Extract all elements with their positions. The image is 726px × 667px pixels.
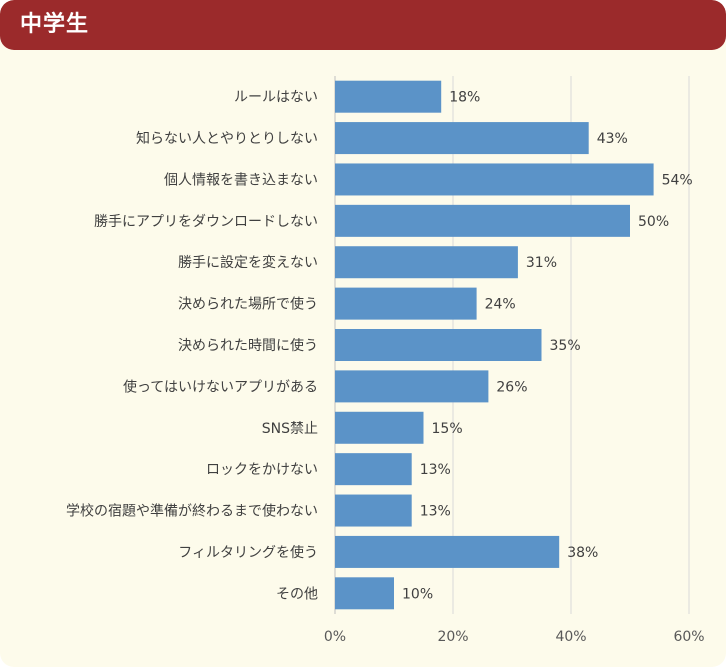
- value-label: 38%: [567, 545, 598, 561]
- value-label: 35%: [550, 338, 581, 354]
- x-tick-label: 20%: [437, 629, 468, 645]
- header-bar: 中学生: [0, 0, 726, 50]
- value-label: 54%: [662, 172, 693, 188]
- header-title: 中学生: [20, 12, 90, 37]
- bar: [335, 370, 489, 403]
- value-label: 26%: [496, 379, 527, 395]
- category-label: 個人情報を書き込まない: [164, 172, 318, 188]
- value-label: 31%: [526, 255, 557, 271]
- value-label: 13%: [420, 504, 451, 520]
- category-label: SNS禁止: [262, 421, 318, 437]
- bar: [335, 287, 477, 320]
- bar: [335, 122, 589, 155]
- bar: [335, 453, 412, 486]
- bar: [335, 329, 542, 361]
- value-label: 13%: [420, 462, 451, 478]
- labels: 0% 20% 40% 60% ルールはない 18% 知らない人とやりとりしない 43% 個人情報…: [66, 90, 705, 645]
- x-tick-label: 60%: [673, 629, 704, 645]
- category-label: ロックをかけない: [206, 462, 318, 478]
- category-label: 学校の宿題や準備が終わるまで使わない: [66, 503, 318, 520]
- value-label: 15%: [432, 421, 463, 437]
- category-label: 勝手に設定を変えない: [178, 254, 318, 271]
- bar: [335, 204, 630, 237]
- bar: [335, 535, 560, 568]
- bar: [335, 577, 394, 610]
- category-label: 決められた場所で使う: [178, 296, 318, 313]
- category-label: 使ってはいけないアプリがある: [123, 378, 318, 395]
- category-label: 勝手にアプリをダウンロードしない: [94, 214, 318, 230]
- category-label: 知らない人とやりとりしない: [136, 130, 318, 147]
- category-label: ルールはない: [234, 90, 318, 106]
- x-tick-label: 40%: [555, 629, 586, 645]
- category-label: 決められた時間に使う: [178, 337, 318, 354]
- bar: [335, 163, 654, 196]
- value-label: 50%: [638, 214, 669, 230]
- category-label: フィルタリングを使う: [178, 544, 318, 561]
- bars: [335, 80, 654, 610]
- value-label: 18%: [449, 90, 480, 106]
- value-label: 24%: [485, 297, 516, 313]
- value-label: 10%: [402, 586, 433, 602]
- bar: [335, 494, 412, 527]
- bar: [335, 80, 442, 113]
- x-tick-label: 0%: [324, 629, 346, 645]
- category-label: その他: [276, 586, 318, 602]
- bar: [335, 411, 424, 444]
- bar: [335, 246, 518, 279]
- value-label: 43%: [597, 131, 628, 147]
